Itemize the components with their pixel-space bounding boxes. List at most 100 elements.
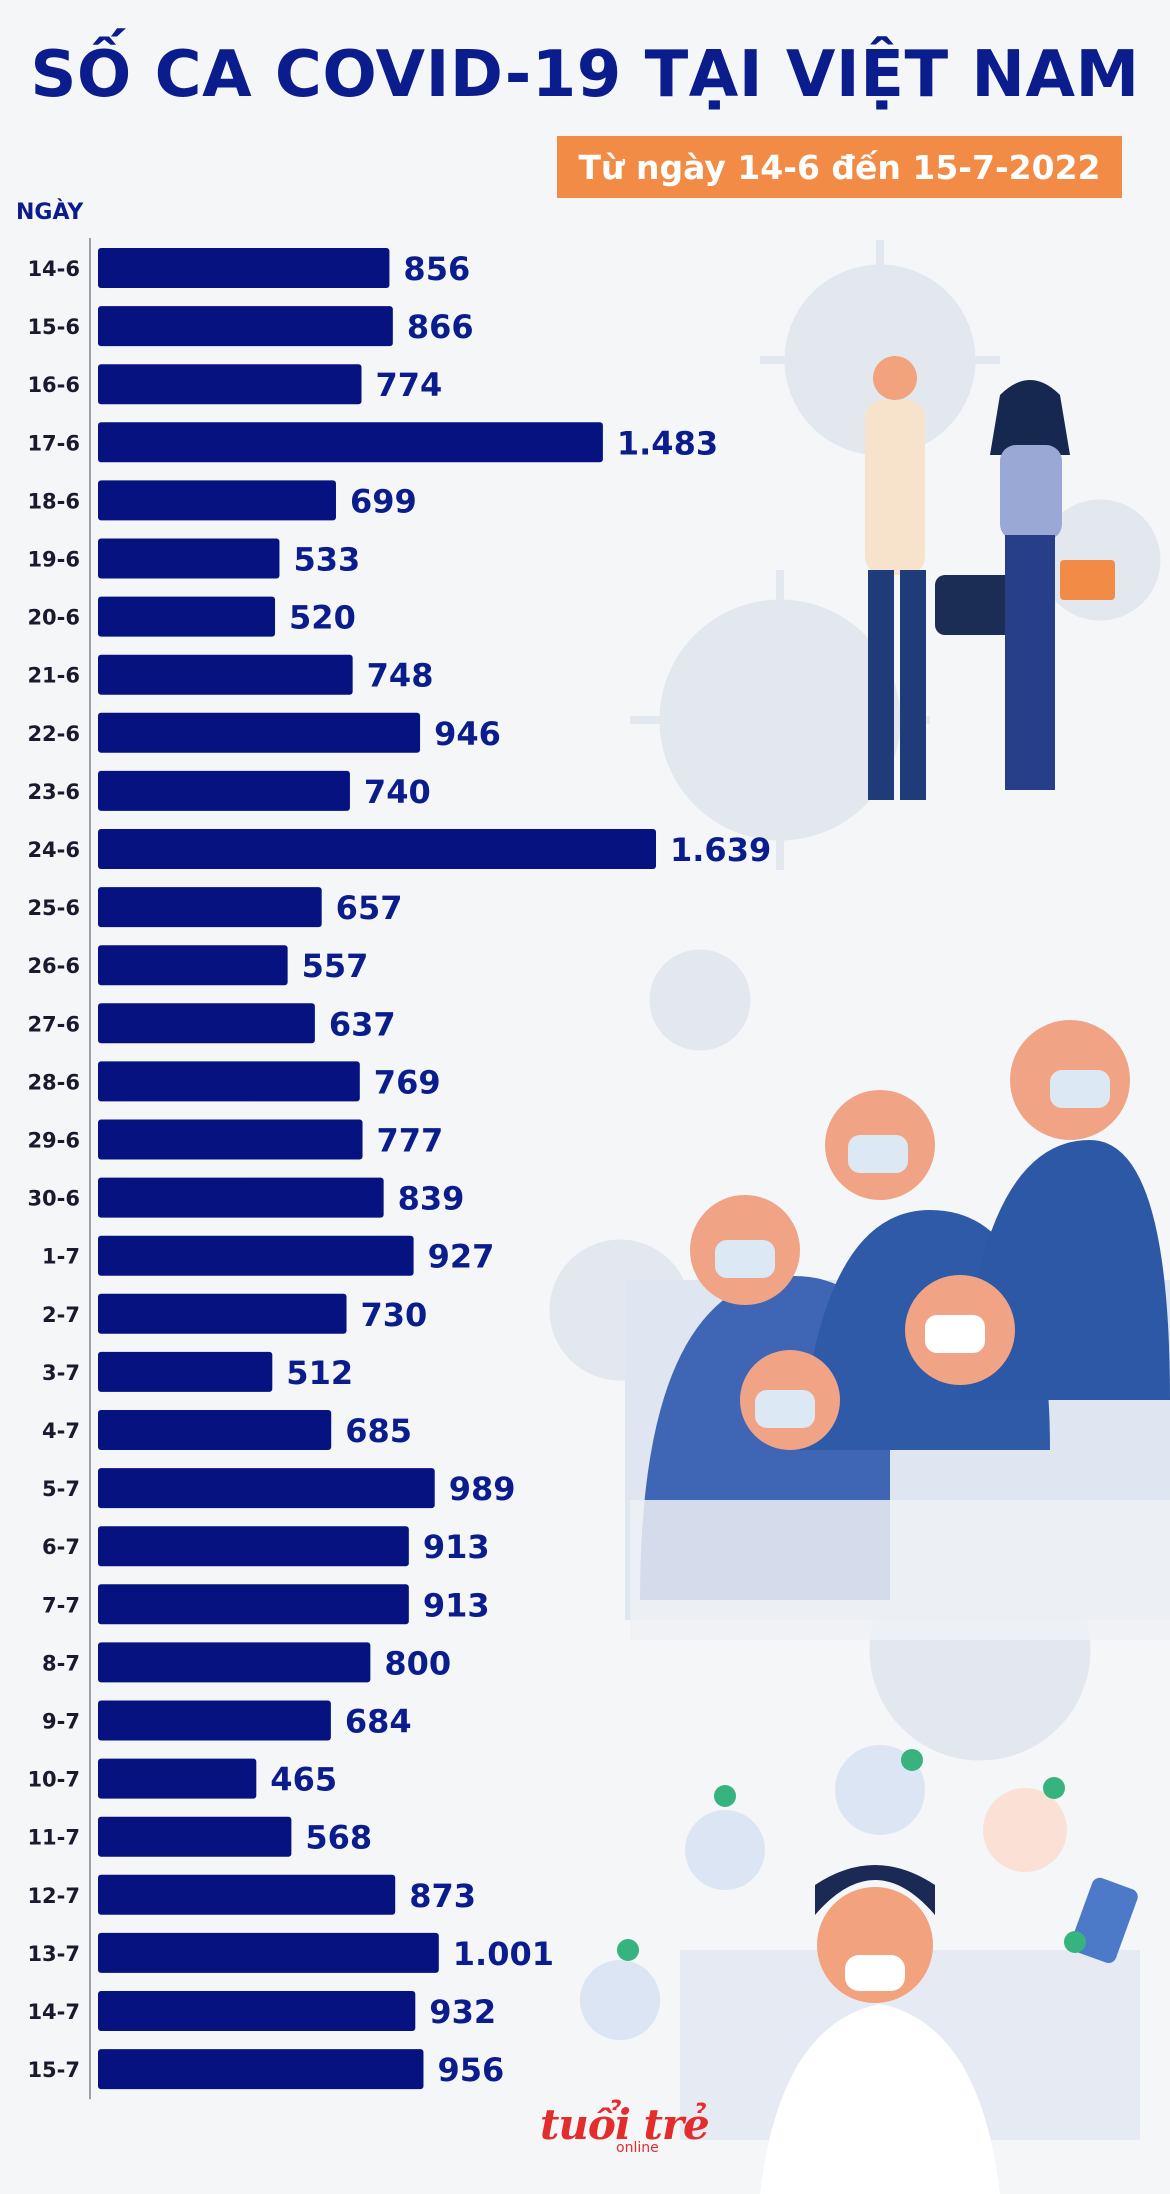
value-label-6-7: 913 [423, 1528, 490, 1566]
bar-14-6 [98, 248, 390, 288]
value-label-16-6: 774 [376, 366, 443, 404]
bar-29-6 [98, 1119, 363, 1160]
publisher-logo: tuổi trẻ [540, 2100, 710, 2149]
bar-2-7 [98, 1293, 347, 1334]
tick-label-29-6: 29-6 [27, 1129, 80, 1153]
value-label-7-7: 913 [423, 1586, 490, 1624]
tick-label-3-7: 3-7 [42, 1361, 80, 1385]
bar-11-7 [98, 1816, 292, 1857]
value-label-27-6: 637 [329, 1005, 396, 1043]
bar-9-7 [98, 1700, 331, 1741]
check-badge-icon [617, 1749, 1086, 1961]
bar-6-7 [98, 1526, 409, 1567]
tick-label-2-7: 2-7 [42, 1303, 80, 1327]
bar-14-7 [98, 1991, 416, 2031]
tick-label-27-6: 27-6 [27, 1012, 80, 1036]
bar-16-6 [98, 364, 362, 405]
value-label-24-6: 1.639 [670, 831, 771, 869]
tick-label-1-7: 1-7 [42, 1245, 80, 1269]
value-label-10-7: 465 [270, 1761, 337, 1799]
bar-15-7 [98, 2049, 424, 2090]
bar-26-6 [98, 945, 288, 986]
bar-25-6 [98, 887, 322, 928]
bar-19-6 [98, 538, 280, 579]
bar-3-7 [98, 1351, 273, 1392]
tick-label-24-6: 24-6 [27, 838, 80, 862]
tick-label-23-6: 23-6 [27, 780, 80, 804]
tick-label-20-6: 20-6 [27, 606, 80, 630]
page-title: SỐ CA COVID-19 TẠI VIỆT NAM [30, 38, 1140, 112]
tick-label-7-7: 7-7 [42, 1593, 80, 1617]
value-label-23-6: 740 [364, 773, 431, 811]
tick-label-28-6: 28-6 [27, 1070, 80, 1094]
value-label-5-7: 989 [449, 1470, 516, 1508]
y-axis-title: NGÀY [16, 200, 84, 225]
tick-label-16-6: 16-6 [27, 373, 80, 397]
bar-28-6 [98, 1061, 360, 1102]
tick-label-17-6: 17-6 [27, 431, 80, 455]
bar-24-6 [98, 829, 656, 869]
value-label-22-6: 946 [434, 715, 501, 753]
value-label-9-7: 684 [345, 1703, 412, 1741]
value-label-30-6: 839 [398, 1180, 465, 1218]
doctor-illustration [580, 1745, 1140, 2194]
value-label-2-7: 730 [361, 1296, 428, 1334]
value-label-14-7: 932 [429, 1993, 496, 2031]
tick-label-9-7: 9-7 [42, 1710, 80, 1734]
publisher-logo-sub: online [616, 2140, 659, 2156]
bar-30-6 [98, 1177, 384, 1218]
tick-label-15-6: 15-6 [27, 315, 80, 339]
value-label-12-7: 873 [409, 1877, 476, 1915]
bar-15-6 [98, 306, 393, 347]
value-label-8-7: 800 [384, 1644, 451, 1682]
tick-label-11-7: 11-7 [27, 1826, 80, 1850]
bar-27-6 [98, 1003, 315, 1044]
bar-18-6 [98, 480, 336, 521]
bar-1-7 [98, 1235, 414, 1276]
value-label-4-7: 685 [345, 1412, 412, 1450]
tick-label-13-7: 13-7 [27, 1942, 80, 1966]
value-label-14-6: 856 [403, 250, 470, 288]
value-label-26-6: 557 [302, 947, 369, 985]
date-range-banner: Từ ngày 14-6 đến 15-7-2022 [557, 136, 1122, 198]
bar-23-6 [98, 770, 350, 811]
tick-label-30-6: 30-6 [27, 1187, 80, 1211]
value-label-19-6: 533 [293, 541, 360, 579]
bar-17-6 [98, 422, 603, 463]
bar-5-7 [98, 1468, 435, 1509]
bar-4-7 [98, 1410, 332, 1450]
bar-10-7 [98, 1758, 257, 1799]
walking-couple-illustration [865, 356, 1115, 800]
bar-22-6 [98, 712, 421, 753]
value-label-15-7: 956 [437, 2051, 504, 2089]
value-label-25-6: 657 [336, 889, 403, 927]
value-label-29-6: 777 [377, 1122, 444, 1160]
value-label-17-6: 1.483 [617, 424, 718, 462]
value-label-15-6: 866 [407, 308, 474, 346]
tick-label-26-6: 26-6 [27, 954, 80, 978]
value-label-20-6: 520 [289, 599, 356, 637]
tick-label-15-7: 15-7 [27, 2058, 80, 2082]
tick-label-6-7: 6-7 [42, 1535, 80, 1559]
tick-label-8-7: 8-7 [42, 1651, 80, 1675]
tick-label-19-6: 19-6 [27, 548, 80, 572]
tick-label-14-6: 14-6 [27, 257, 80, 281]
tick-label-10-7: 10-7 [27, 1768, 80, 1792]
bar-13-7 [98, 1932, 439, 1973]
value-label-3-7: 512 [286, 1354, 353, 1392]
tick-label-25-6: 25-6 [27, 896, 80, 920]
tick-label-4-7: 4-7 [42, 1419, 80, 1443]
value-label-18-6: 699 [350, 482, 417, 520]
tick-label-12-7: 12-7 [27, 1884, 80, 1908]
bar-8-7 [98, 1642, 371, 1683]
bar-20-6 [98, 596, 276, 637]
value-label-13-7: 1.001 [453, 1935, 554, 1973]
tick-label-22-6: 22-6 [27, 722, 80, 746]
tick-label-5-7: 5-7 [42, 1477, 80, 1501]
bars-group: 14-6 856 15-6 866 16-6 774 17-6 1.483 18-6 699 19-… [27, 248, 771, 2090]
value-label-21-6: 748 [367, 657, 434, 695]
tick-label-14-7: 14-7 [27, 2000, 80, 2024]
tick-label-21-6: 21-6 [27, 664, 80, 688]
